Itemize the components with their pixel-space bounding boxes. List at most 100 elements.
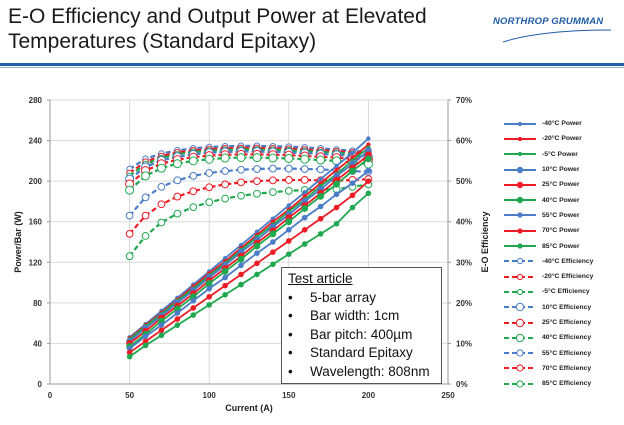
- data-point: [301, 205, 309, 212]
- data-point: [317, 203, 324, 210]
- legend-item: -40°C Efficiency: [500, 254, 624, 269]
- data-point: [286, 227, 292, 233]
- textbox-title: Test article: [288, 271, 353, 286]
- legend-label: 85°C Power: [542, 242, 580, 250]
- data-point: [174, 310, 181, 316]
- data-point: [158, 332, 165, 339]
- data-point: [285, 218, 293, 226]
- legend-item: 40°C Power: [500, 192, 624, 207]
- data-point: [238, 262, 244, 269]
- series-line: [128, 167, 369, 217]
- data-point: [365, 168, 372, 174]
- data-point: [157, 182, 166, 191]
- y2-axis-label: E-O Efficiency: [480, 211, 490, 272]
- data-point: [205, 198, 214, 207]
- legend-swatch-icon: [504, 288, 536, 296]
- data-point: [125, 185, 135, 195]
- y-tick-label: 200: [29, 177, 43, 186]
- legend-item: -20°C Efficiency: [500, 269, 624, 284]
- data-point: [141, 211, 150, 220]
- legend-item: -5°C Power: [500, 147, 624, 162]
- legend-item: 85°C Power: [500, 238, 624, 253]
- data-point: [318, 176, 323, 182]
- legend-label: 40°C Power: [542, 196, 580, 204]
- data-point: [317, 192, 325, 200]
- data-point: [188, 156, 198, 166]
- legend-label: 55°C Efficiency: [542, 349, 592, 357]
- data-point: [189, 203, 198, 212]
- data-point: [254, 250, 260, 256]
- y2-tick-label: 30%: [456, 258, 472, 267]
- series-line: [129, 150, 369, 343]
- data-point: [253, 165, 261, 173]
- bullet-icon: •: [288, 308, 293, 323]
- series-line: [129, 180, 369, 354]
- textbox-item: • Bar pitch: 400µm: [288, 326, 435, 345]
- series-line: [129, 146, 369, 341]
- data-point: [157, 218, 166, 227]
- header-rule: [0, 63, 624, 66]
- data-point: [189, 187, 198, 196]
- data-point: [158, 327, 165, 334]
- legend-item: 25°C Efficiency: [500, 315, 624, 330]
- data-point: [206, 293, 212, 300]
- legend-label: -5°C Power: [542, 150, 578, 158]
- data-point: [333, 220, 340, 227]
- legend-label: -5°C Efficiency: [542, 288, 590, 296]
- data-point: [252, 153, 262, 163]
- data-point: [190, 312, 197, 318]
- bullet-icon: •: [288, 326, 293, 342]
- chart: 0 40 80 120 160 200 240 280 0% 10% 20% 30% 40% 50% 60%…: [13, 96, 490, 413]
- data-point: [141, 232, 150, 240]
- legend-label: 70°C Power: [542, 227, 580, 235]
- data-point: [204, 154, 214, 164]
- legend-item: 70°C Power: [500, 223, 624, 238]
- data-point: [333, 191, 340, 198]
- data-point: [238, 271, 244, 278]
- legend-item: 70°C Efficiency: [500, 361, 624, 376]
- data-point: [158, 322, 165, 328]
- legend-item: 40°C Efficiency: [500, 330, 624, 345]
- x-tick-label: 250: [441, 391, 455, 400]
- slide-title: E-O Efficiency and Output Power at Eleva…: [8, 4, 427, 54]
- legend-swatch-icon: [504, 303, 536, 312]
- x-tick-label: 150: [282, 391, 296, 400]
- data-point: [317, 231, 324, 237]
- legend-swatch-icon: [504, 273, 536, 280]
- legend-label: -20°C Efficiency: [542, 273, 594, 281]
- series-line: [129, 170, 369, 350]
- data-point: [284, 186, 293, 195]
- x-tick-label: 50: [125, 391, 134, 400]
- data-point: [254, 260, 260, 267]
- textbox-item: • 5-bar array: [288, 289, 435, 308]
- textbox-item: • Standard Epitaxy: [288, 344, 435, 363]
- data-point: [125, 252, 134, 261]
- y-axis-label: Power/Bar (W): [13, 211, 23, 273]
- data-point: [206, 285, 212, 292]
- legend-item: 25°C Power: [500, 177, 624, 192]
- legend-item: -5°C Efficiency: [500, 284, 624, 299]
- x-axis-label: Current (A): [225, 403, 273, 413]
- textbox-item: • Bar width: 1cm: [288, 307, 435, 326]
- company-logo: NORTHROP GRUMMAN: [491, 16, 617, 46]
- legend-label: -40°C Power: [542, 120, 582, 128]
- bullet-icon: •: [288, 345, 293, 360]
- y2-tick-label: 40%: [456, 218, 472, 227]
- legend-item: 85°C Efficiency: [500, 376, 624, 391]
- legend-swatch-icon: [504, 258, 536, 265]
- header-rule-thin: [0, 67, 624, 68]
- data-point: [301, 214, 308, 221]
- data-point: [173, 192, 182, 201]
- data-point: [141, 171, 151, 181]
- data-point: [173, 176, 182, 185]
- test-article-textbox: Test article • 5-bar array • Bar width: 1cm…: [281, 267, 442, 384]
- data-point: [268, 164, 277, 173]
- legend-swatch-icon: [504, 152, 536, 157]
- data-point: [269, 230, 277, 238]
- legend-item: -20°C Power: [500, 131, 624, 146]
- data-point: [172, 159, 182, 169]
- legend-label: 25°C Efficiency: [542, 319, 592, 326]
- data-point: [333, 180, 340, 188]
- data-point: [220, 153, 230, 163]
- data-point: [365, 190, 372, 197]
